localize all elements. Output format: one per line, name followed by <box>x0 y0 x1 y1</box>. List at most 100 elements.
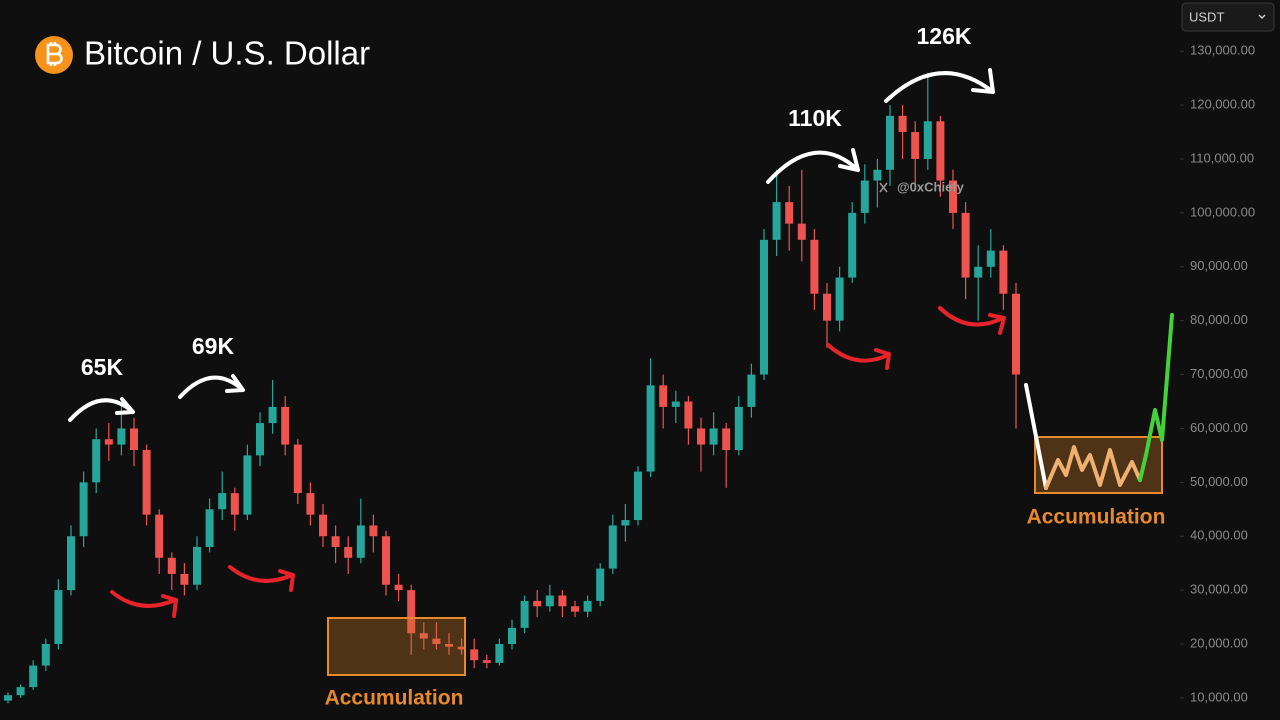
annotation: 65K <box>81 354 124 380</box>
candle-body <box>29 665 38 688</box>
y-tick-label: 10,000.00 <box>1190 689 1248 704</box>
y-tick-label: 50,000.00 <box>1190 474 1248 489</box>
candle-body <box>558 595 567 607</box>
candle-body <box>445 644 453 647</box>
y-tick-label: 70,000.00 <box>1190 366 1248 381</box>
y-tick-label: 40,000.00 <box>1190 528 1248 543</box>
candle-body <box>319 514 327 537</box>
candle-body <box>92 439 101 483</box>
candle-body <box>697 428 705 445</box>
arrow <box>884 68 995 103</box>
candle-body <box>155 514 164 558</box>
candle-body <box>432 638 441 645</box>
candle-body <box>419 633 428 639</box>
candle-body <box>369 525 378 537</box>
arrow <box>938 306 1006 335</box>
candle-body <box>671 401 680 407</box>
projection-line <box>1138 313 1174 482</box>
chart-title: Bitcoin / U.S. Dollar <box>84 35 370 72</box>
candles <box>4 72 1020 704</box>
arrow <box>826 343 891 370</box>
candle-body <box>167 557 176 574</box>
annotation: 126K <box>917 23 972 49</box>
candle-body <box>79 482 88 537</box>
candle-body <box>545 595 554 607</box>
projection-line <box>1044 445 1142 490</box>
projection <box>1024 313 1174 490</box>
candle-body <box>646 385 655 472</box>
candle-body <box>218 493 227 510</box>
y-tick-label: 80,000.00 <box>1190 312 1248 327</box>
candle-body <box>230 493 239 515</box>
x-logo <box>879 182 888 193</box>
candle-body <box>356 525 365 558</box>
bitcoin-logo-mark <box>46 42 63 66</box>
candle-body <box>142 450 151 515</box>
candle-body <box>999 250 1008 294</box>
candle-body <box>949 180 957 213</box>
candle-body <box>4 695 12 701</box>
candle-body <box>508 627 516 645</box>
watermark: @0xChiefy <box>897 179 965 194</box>
candle-body <box>722 428 731 450</box>
y-tick-label: 100,000.00 <box>1190 204 1255 219</box>
candle-body <box>243 455 252 515</box>
y-tick-label: 120,000.00 <box>1190 97 1255 112</box>
candle-body <box>772 202 781 240</box>
candle-body <box>986 250 995 267</box>
candle-body <box>634 471 642 521</box>
candle-body <box>911 132 920 159</box>
candle-body <box>41 644 50 666</box>
candle-body <box>709 428 718 445</box>
candle-body <box>797 223 806 240</box>
candle-body <box>256 423 264 456</box>
candle-body <box>293 444 302 494</box>
peak-arrows <box>68 68 995 422</box>
candle-body <box>331 536 340 548</box>
candle-body <box>520 600 529 628</box>
drop-arrows <box>110 306 1006 618</box>
candle-body <box>747 374 756 407</box>
candle-body <box>268 406 277 424</box>
y-tick-label: 30,000.00 <box>1190 582 1248 597</box>
candle-body <box>810 239 819 294</box>
candle-body <box>54 590 63 645</box>
candle-body <box>104 439 113 445</box>
y-tick-label: 60,000.00 <box>1190 420 1248 435</box>
arrow <box>110 590 178 618</box>
candle-body <box>571 606 579 612</box>
candle-body <box>344 547 353 558</box>
candle-body <box>1012 293 1020 375</box>
annotation: Accumulation <box>1027 506 1166 529</box>
candle-body <box>923 121 932 159</box>
candle-body <box>848 212 857 278</box>
y-tick-label: 90,000.00 <box>1190 258 1248 273</box>
accumulation-box <box>327 617 466 676</box>
candle-body <box>823 293 831 321</box>
candle-body <box>67 536 75 591</box>
arrow <box>228 565 295 592</box>
candle-body <box>684 401 693 429</box>
y-tick-label: 110,000.00 <box>1190 150 1254 165</box>
dropdown-chevron[interactable] <box>1258 14 1266 19</box>
arrow <box>766 148 860 184</box>
currency-button[interactable] <box>1181 2 1275 32</box>
candle-body <box>596 568 605 601</box>
currency-label[interactable]: USDT <box>1189 9 1224 24</box>
candle-body <box>306 493 315 515</box>
candle-body <box>659 385 668 407</box>
candle-body <box>394 584 403 591</box>
candle-body <box>961 212 970 278</box>
candle-body <box>621 520 630 526</box>
candle-body <box>205 509 214 548</box>
annotation: 110K <box>788 105 842 131</box>
candle-body <box>974 266 983 278</box>
candle-body <box>482 660 491 663</box>
candle-body <box>835 277 844 321</box>
candle-body <box>734 406 743 450</box>
arrow <box>68 397 135 422</box>
y-tick-label: 130,000.00 <box>1190 43 1255 58</box>
candle-body <box>936 121 945 181</box>
